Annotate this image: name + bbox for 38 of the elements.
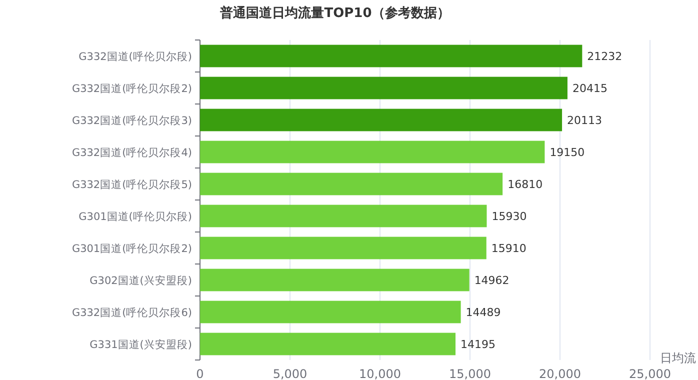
data-label: 15910 [491, 242, 526, 255]
y-tick-label: G301国道(呼伦贝尔段) [78, 210, 192, 223]
x-tick-label: 10,000 [359, 367, 401, 380]
bar [200, 76, 568, 100]
data-label: 20415 [572, 82, 608, 95]
y-tick-label: G332国道(呼伦贝尔段4) [72, 146, 192, 159]
data-label: 15930 [492, 210, 527, 223]
bar [200, 332, 456, 356]
x-tick-label: 25,000 [629, 367, 671, 380]
data-label: 21232 [587, 50, 622, 63]
y-tick-label: G301国道(呼伦贝尔段2) [72, 242, 192, 255]
x-tick-label: 5,000 [272, 367, 308, 380]
x-tick-label: 15,000 [449, 367, 491, 380]
bar [200, 300, 461, 324]
x-axis-title: 日均流 [660, 351, 696, 365]
x-tick-label: 20,000 [539, 367, 581, 380]
data-label: 19150 [550, 146, 585, 159]
y-tick-label: G332国道(呼伦贝尔段) [78, 50, 192, 63]
y-tick-label: G331国道(兴安盟段) [90, 338, 192, 351]
y-tick-label: G332国道(呼伦贝尔段5) [72, 178, 192, 191]
data-label: 14489 [466, 306, 501, 319]
bar [200, 204, 487, 228]
bar [200, 108, 562, 132]
bar [200, 140, 545, 164]
x-tick-label: 0 [196, 367, 204, 380]
bar [200, 236, 486, 260]
bar [200, 44, 582, 68]
y-tick-label: G332国道(呼伦贝尔段3) [72, 114, 192, 127]
bar [200, 172, 503, 196]
y-tick-label: G332国道(呼伦贝尔段2) [72, 82, 192, 95]
y-tick-label: G332国道(呼伦贝尔段6) [72, 306, 192, 319]
data-label: 14195 [460, 338, 496, 351]
data-label: 20113 [567, 114, 602, 127]
chart-title: 普通国道日均流量TOP10（参考数据） [219, 5, 450, 21]
data-label: 14962 [474, 274, 510, 287]
bar [200, 268, 470, 292]
data-label: 16810 [508, 178, 543, 191]
y-tick-label: G302国道(兴安盟段) [90, 274, 192, 287]
